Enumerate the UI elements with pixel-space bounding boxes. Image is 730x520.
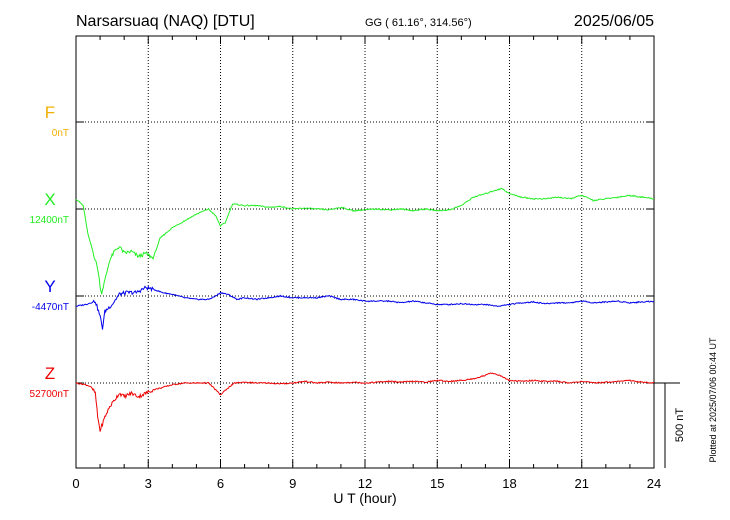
baseline-label-x: 12400nT <box>30 215 69 226</box>
baseline-label-y: -4470nT <box>32 302 69 313</box>
x-tick-label: 6 <box>217 476 224 491</box>
baseline-label-f: 0nT <box>52 128 69 139</box>
plot-date: 2025/06/05 <box>574 13 654 30</box>
component-name-y: Y <box>44 277 55 296</box>
x-tick-label: 9 <box>289 476 296 491</box>
tick-layer: 0 3 6 9 12 15 18 21 24 <box>72 36 661 491</box>
trace-layer <box>75 187 655 432</box>
x-axis-label: U T (hour) <box>333 490 396 506</box>
plotted-timestamp: Plotted at 2025/07/06 00:44 UT <box>708 337 718 463</box>
x-tick-label: 15 <box>430 476 444 491</box>
x-tick-label: 0 <box>72 476 79 491</box>
component-name-f: F <box>45 103 55 122</box>
x-tick-label: 3 <box>145 476 152 491</box>
station-coords: GG ( 61.16°, 314.56°) <box>365 17 472 29</box>
component-name-x: X <box>44 190 55 209</box>
x-tick-label: 18 <box>502 476 516 491</box>
component-labels: F 0nT X 12400nT Y -4470nT Z 52700nT <box>30 103 69 400</box>
scale-bar-label: 500 nT <box>674 408 686 443</box>
trace-z <box>75 372 655 432</box>
grid-layer <box>76 36 654 468</box>
x-tick-label: 21 <box>575 476 589 491</box>
trace-y <box>75 285 655 330</box>
baseline-label-z: 52700nT <box>30 389 69 400</box>
x-tick-label: 12 <box>358 476 372 491</box>
x-tick-label: 24 <box>647 476 661 491</box>
component-name-z: Z <box>45 364 55 383</box>
station-title: Narsarsuaq (NAQ) [DTU] <box>76 13 255 30</box>
scale-bar: 500 nT <box>654 382 686 468</box>
trace-x <box>75 187 655 295</box>
